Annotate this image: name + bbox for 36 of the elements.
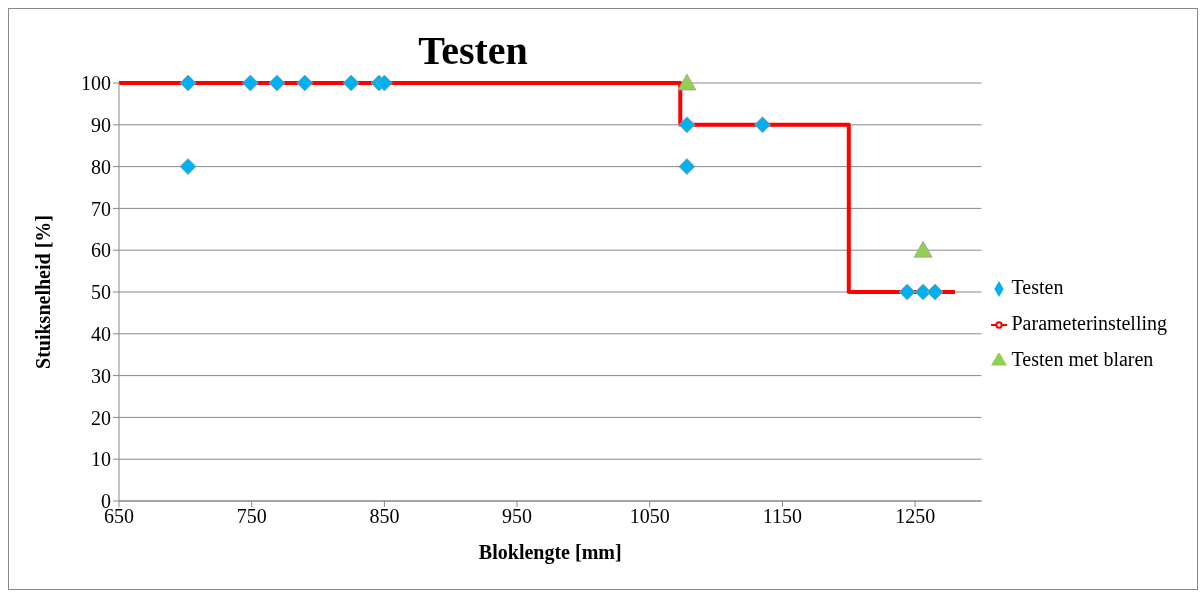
point xyxy=(913,240,933,258)
point xyxy=(179,74,197,92)
x-tick-label: 1050 xyxy=(629,505,670,528)
y-tick-label: 100 xyxy=(81,72,111,95)
y-tick-label: 90 xyxy=(91,113,111,136)
x-tick-label: 750 xyxy=(236,505,267,528)
x-tick-label: 1250 xyxy=(895,505,936,528)
legend-label: Parameterinstelling xyxy=(1011,312,1167,334)
point xyxy=(241,74,259,92)
y-tick-label: 40 xyxy=(91,322,111,345)
point xyxy=(678,116,696,134)
x-axis-title: Bloklengte [mm] xyxy=(478,541,622,564)
point xyxy=(375,74,393,92)
point xyxy=(179,158,197,175)
x-tick-label: 850 xyxy=(369,505,400,528)
point xyxy=(926,283,944,301)
y-axis-title: Stuiksnelheid [%] xyxy=(32,215,55,369)
point xyxy=(268,74,286,92)
x-tick-label: 950 xyxy=(502,505,533,528)
point xyxy=(898,283,916,301)
legend-label: Testen met blaren xyxy=(1011,348,1154,370)
chart-title: Testen xyxy=(417,28,529,73)
y-tick-label: 60 xyxy=(91,239,111,262)
y-tick-label: 80 xyxy=(91,155,111,178)
point xyxy=(754,116,771,134)
point xyxy=(677,73,697,91)
y-tick-label: 30 xyxy=(91,364,111,387)
y-tick-label: 20 xyxy=(91,406,111,429)
x-tick-label: 1150 xyxy=(762,505,803,528)
legend-label: Testen xyxy=(1011,276,1064,298)
y-tick-label: 50 xyxy=(91,281,111,304)
y-tick-label: 70 xyxy=(91,197,111,220)
point xyxy=(342,74,360,92)
point xyxy=(296,74,314,92)
y-tick-label: 10 xyxy=(91,448,111,471)
point xyxy=(678,158,696,175)
